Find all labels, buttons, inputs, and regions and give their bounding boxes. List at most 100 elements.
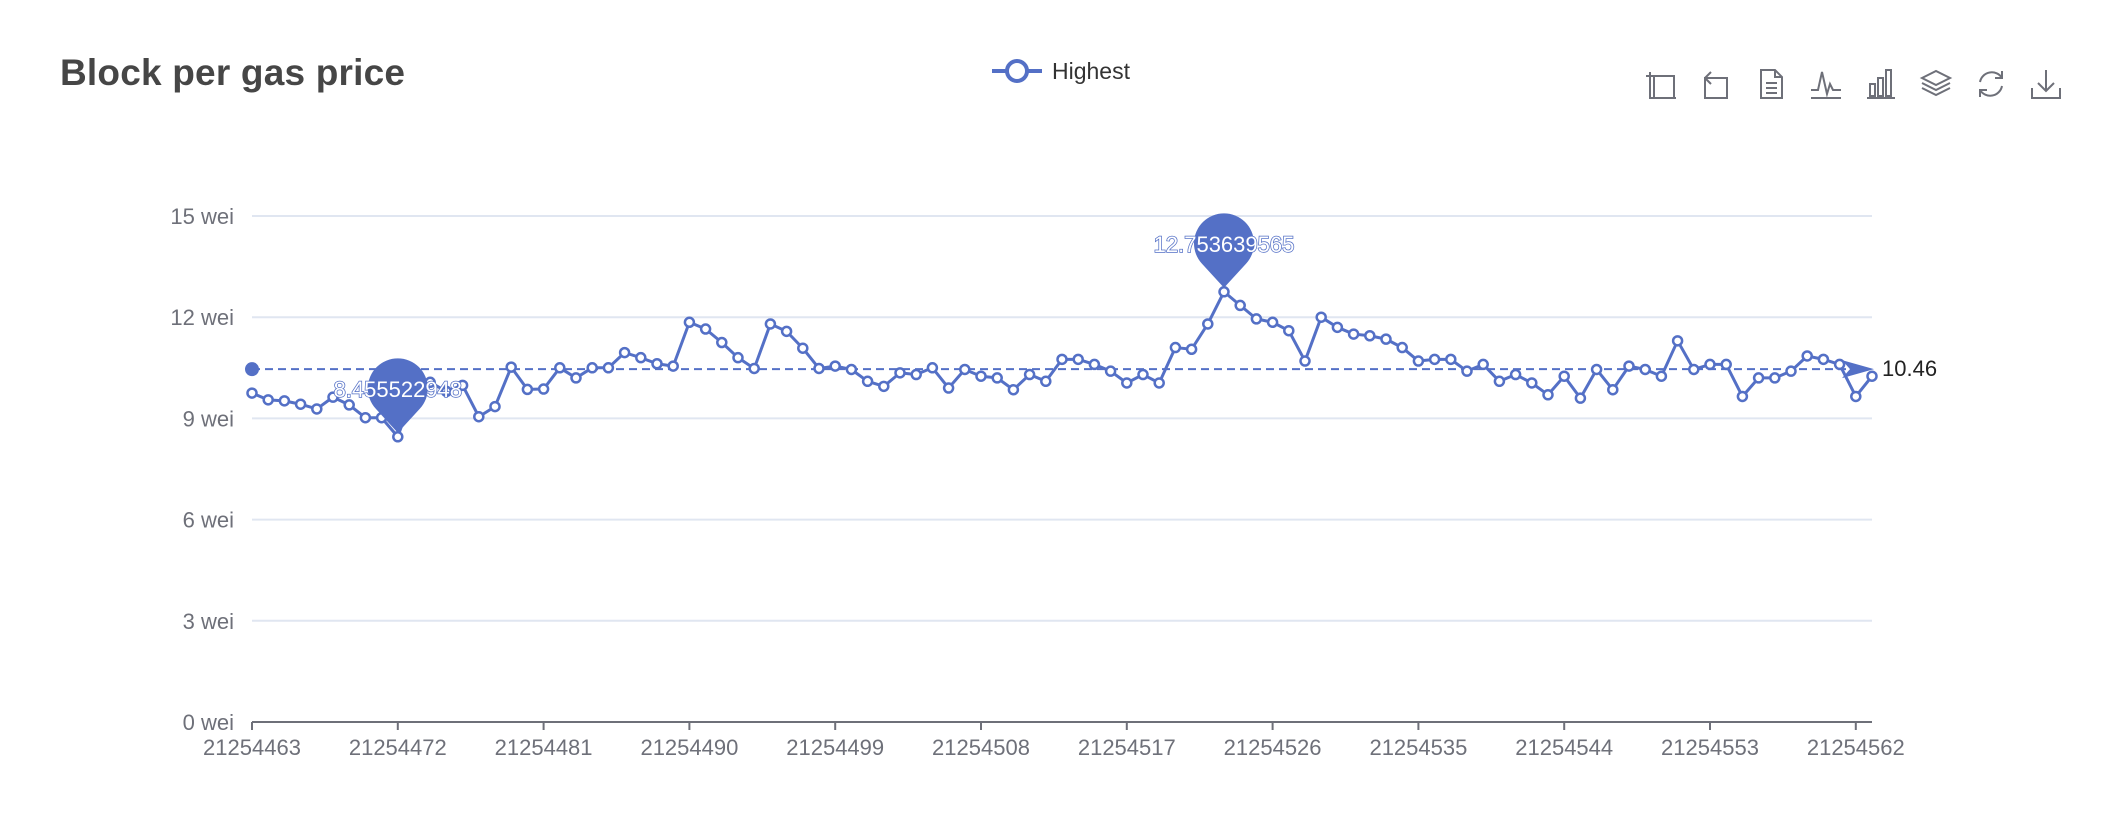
data-point[interactable] (861, 375, 874, 388)
data-point[interactable] (764, 318, 777, 330)
data-point[interactable] (1315, 311, 1327, 323)
data-point[interactable] (1542, 389, 1554, 401)
data-point[interactable] (910, 368, 922, 381)
data-point[interactable] (1153, 377, 1165, 389)
data-point[interactable] (1671, 335, 1684, 347)
data-point[interactable] (829, 360, 841, 372)
data-point[interactable] (1299, 355, 1311, 367)
data-point[interactable] (651, 358, 663, 370)
data-point[interactable] (797, 342, 809, 354)
data-point[interactable] (1445, 353, 1457, 366)
data-point[interactable] (716, 336, 728, 349)
data-point[interactable] (278, 395, 291, 407)
data-point[interactable] (1704, 358, 1716, 371)
zoom-reset-icon[interactable] (1699, 64, 1733, 104)
data-point[interactable] (1558, 370, 1570, 382)
data-point[interactable] (1137, 368, 1149, 381)
data-point[interactable] (505, 361, 517, 373)
data-point[interactable] (1623, 360, 1635, 372)
data-point[interactable] (1477, 358, 1489, 371)
data-point[interactable] (1688, 363, 1700, 376)
data-point[interactable] (1202, 318, 1214, 330)
data-point[interactable] (991, 372, 1003, 384)
data-point[interactable] (473, 410, 485, 423)
data-point[interactable] (894, 367, 906, 379)
data-point[interactable] (1023, 368, 1036, 381)
data-point[interactable] (1833, 358, 1846, 371)
data-point[interactable] (246, 387, 258, 399)
data-point[interactable] (489, 400, 501, 413)
data-point[interactable] (1040, 375, 1052, 388)
data-point[interactable] (1769, 372, 1781, 384)
data-point[interactable] (1347, 328, 1360, 340)
data-point[interactable] (1850, 390, 1862, 403)
legend-item-highest[interactable]: Highest (992, 56, 1130, 86)
data-point[interactable] (1493, 375, 1506, 388)
stack-icon[interactable] (1919, 64, 1953, 104)
data-view-icon[interactable] (1754, 64, 1788, 104)
data-point[interactable] (732, 351, 744, 364)
data-point[interactable] (1218, 286, 1230, 298)
data-point[interactable] (942, 382, 955, 394)
data-point[interactable] (1072, 353, 1084, 366)
mark-point-pin-max[interactable] (1194, 213, 1255, 288)
data-point[interactable] (343, 399, 355, 411)
data-point[interactable] (959, 363, 971, 376)
data-point[interactable] (635, 351, 647, 364)
data-point[interactable] (683, 316, 696, 329)
data-point[interactable] (294, 398, 307, 410)
data-point[interactable] (1331, 321, 1344, 334)
zoom-icon[interactable] (1644, 64, 1678, 104)
data-point[interactable] (1121, 377, 1133, 389)
bar-chart-icon[interactable] (1864, 64, 1898, 104)
data-point[interactable] (1266, 316, 1279, 329)
data-point[interactable] (845, 363, 858, 376)
data-point[interactable] (1720, 358, 1732, 371)
data-point[interactable] (602, 362, 615, 374)
data-point[interactable] (618, 346, 631, 359)
data-point[interactable] (1574, 392, 1587, 404)
data-point[interactable] (1088, 358, 1101, 371)
data-point[interactable] (537, 383, 550, 395)
data-point[interactable] (878, 380, 890, 393)
data-point[interactable] (1412, 355, 1425, 367)
data-point[interactable] (975, 370, 987, 382)
data-point[interactable] (748, 362, 760, 375)
data-point[interactable] (699, 323, 712, 335)
data-point[interactable] (1396, 341, 1408, 354)
download-icon[interactable] (2029, 64, 2063, 104)
data-point[interactable] (1736, 390, 1749, 403)
data-point[interactable] (1250, 313, 1263, 325)
data-point[interactable] (1380, 333, 1392, 345)
data-point[interactable] (1007, 383, 1020, 396)
data-point[interactable] (456, 379, 469, 392)
data-point[interactable] (1234, 299, 1246, 312)
data-point[interactable] (554, 362, 566, 374)
data-point[interactable] (1056, 353, 1068, 366)
data-point[interactable] (311, 403, 323, 415)
data-point[interactable] (1283, 324, 1295, 337)
data-point[interactable] (1607, 383, 1619, 396)
data-point[interactable] (1655, 370, 1668, 382)
data-point[interactable] (1428, 353, 1441, 366)
data-point[interactable] (1104, 365, 1117, 377)
data-point[interactable] (1364, 330, 1376, 342)
data-point[interactable] (1461, 365, 1473, 377)
data-point[interactable] (392, 431, 404, 443)
data-point[interactable] (667, 360, 679, 372)
data-point[interactable] (1509, 368, 1522, 381)
mark-point-pin-min[interactable] (367, 358, 428, 433)
data-point[interactable] (1866, 370, 1878, 382)
restore-icon[interactable] (1974, 64, 2008, 104)
data-point[interactable] (780, 325, 793, 338)
data-point[interactable] (440, 385, 453, 398)
data-point[interactable] (1817, 353, 1830, 366)
data-point[interactable] (521, 383, 534, 396)
data-point[interactable] (1169, 341, 1182, 354)
data-point[interactable] (1526, 377, 1538, 389)
data-point[interactable] (1639, 363, 1651, 376)
data-point[interactable] (1590, 363, 1603, 376)
data-point[interactable] (926, 362, 939, 374)
data-point[interactable] (1801, 350, 1813, 362)
